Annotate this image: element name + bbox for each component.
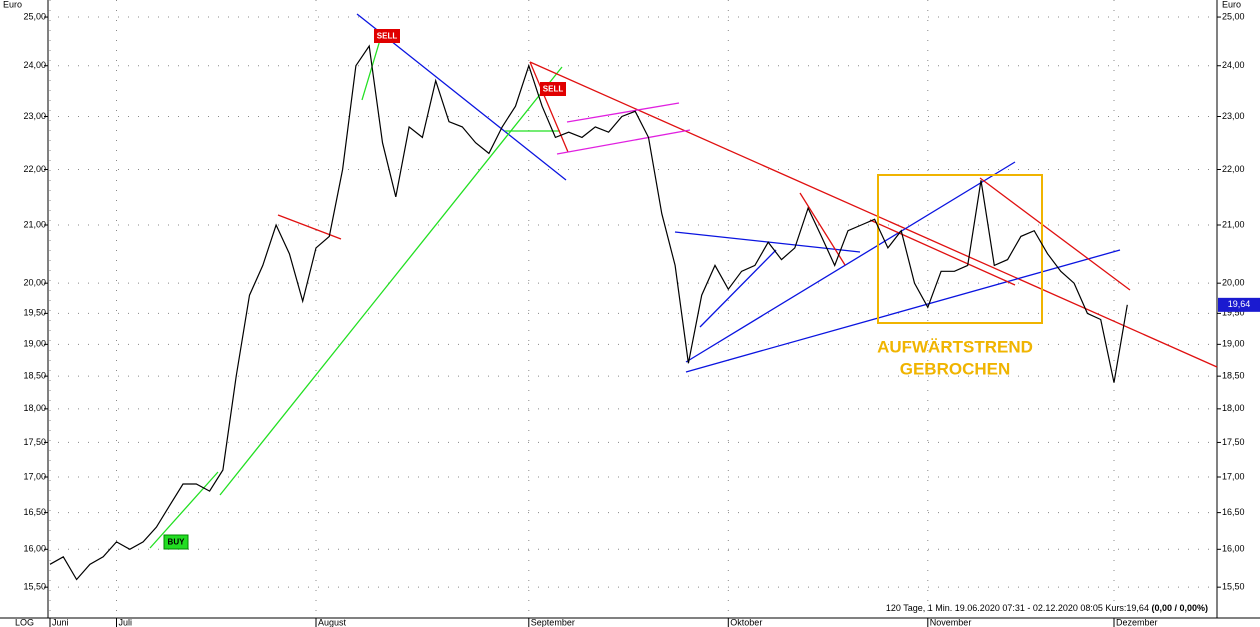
y-tick-label: 19,50 [23, 308, 46, 318]
y-tick-label: 17,00 [23, 471, 46, 481]
trend-line [556, 129, 691, 155]
y-tick-label: 16,00 [23, 544, 46, 554]
y-tick-label: 25,00 [23, 11, 46, 21]
y-tick-label: 21,00 [23, 219, 46, 229]
x-tick-label: Juli [119, 617, 133, 627]
trend-line [869, 219, 1016, 286]
trend-line [529, 61, 569, 153]
y-unit-left: Euro [3, 0, 22, 9]
x-tick-label: Oktober [730, 617, 762, 627]
trend-line [566, 102, 680, 123]
buy-badge [163, 534, 189, 550]
y-tick-label: 16,50 [1222, 507, 1245, 517]
trend-line [674, 231, 861, 253]
y-tick-label: 15,50 [23, 582, 46, 592]
sell-label: SELL [543, 85, 564, 94]
y-tick-label: 17,50 [1222, 437, 1245, 447]
scale-label: LOG [15, 617, 34, 627]
x-tick-label: September [531, 617, 575, 627]
y-tick-label: 18,00 [1222, 403, 1245, 413]
trend-line [685, 161, 1016, 363]
annotation: AUFWÄRTSTREND [877, 337, 1033, 356]
trend-line [685, 249, 1121, 373]
y-tick-label: 20,00 [1222, 278, 1245, 288]
price-tag-label: 19,64 [1228, 299, 1251, 309]
trend-lines [149, 13, 1218, 549]
y-tick-label: 25,00 [1222, 11, 1245, 21]
y-tick-label: 23,00 [1222, 111, 1245, 121]
y-unit-right: Euro [1222, 0, 1241, 9]
trend-line [699, 249, 777, 328]
y-tick-label: 19,00 [23, 339, 46, 349]
y-tick-label: 21,00 [1222, 219, 1245, 229]
plot [49, 44, 1128, 581]
y-tick-label: 24,00 [23, 60, 46, 70]
footer-bold: (0,00 / 0,00%) [1151, 603, 1208, 613]
y-tick-label: 17,50 [23, 437, 46, 447]
trend-line [277, 214, 342, 240]
sell-label: SELL [377, 32, 398, 41]
x-tick-label: August [318, 617, 347, 627]
y-tick-label: 23,00 [23, 111, 46, 121]
y-tick-label: 16,00 [1222, 544, 1245, 554]
y-tick-label: 15,50 [1222, 582, 1245, 592]
trend-line [979, 177, 1131, 291]
trend-line [799, 192, 846, 266]
y-tick-label: 17,00 [1222, 471, 1245, 481]
trend-line [529, 61, 1218, 368]
trend-line [149, 471, 219, 549]
footer-text: 120 Tage, 1 Min. 19.06.2020 07:31 - 02.1… [886, 603, 1149, 613]
sell-badge [540, 82, 566, 96]
y-tick-label: 19,50 [1222, 308, 1245, 318]
price-tag [1218, 297, 1260, 312]
y-tick-label: 20,00 [23, 278, 46, 288]
x-tick-label: Dezember [1116, 617, 1158, 627]
x-tick-label: November [930, 617, 972, 627]
y-tick-label: 18,50 [1222, 371, 1245, 381]
y-tick-label: 22,00 [23, 164, 46, 174]
y-tick-label: 18,50 [23, 371, 46, 381]
y-tick-label: 22,00 [1222, 164, 1245, 174]
trend-line [219, 66, 563, 496]
annotation: GEBROCHEN [900, 359, 1011, 378]
y-tick-label: 24,00 [1222, 60, 1245, 70]
sell-badge [374, 29, 400, 43]
footer: 120 Tage, 1 Min. 19.06.2020 07:31 - 02.1… [886, 603, 1208, 613]
highlight-box [877, 174, 1043, 324]
x-tick-label: Juni [52, 617, 69, 627]
y-tick-label: 18,00 [23, 403, 46, 413]
buy-label: BUY [168, 538, 186, 547]
y-tick-label: 19,00 [1222, 339, 1245, 349]
y-tick-label: 16,50 [23, 507, 46, 517]
trend-line [361, 39, 381, 101]
price-line [49, 44, 1128, 581]
